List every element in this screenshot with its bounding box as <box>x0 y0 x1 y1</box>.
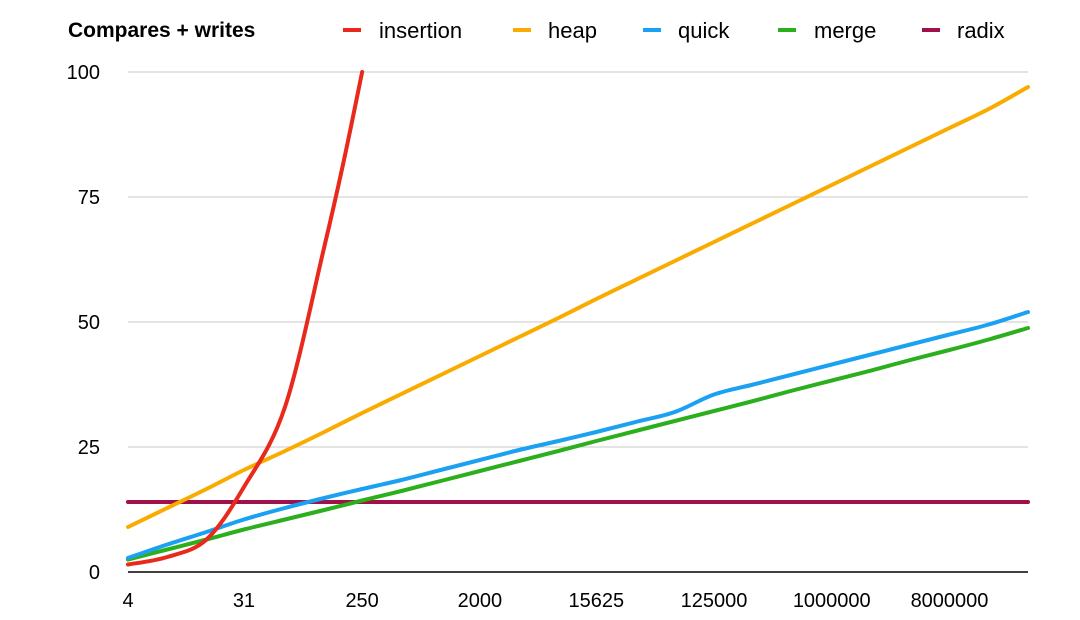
x-tick-label: 1000000 <box>793 590 871 612</box>
x-tick-label: 125000 <box>681 590 748 612</box>
series-line-insertion <box>126 70 365 567</box>
y-tick-label: 100 <box>67 62 100 84</box>
series-line-heap <box>126 85 1030 529</box>
series-lines <box>126 70 1030 567</box>
y-tick-label: 25 <box>78 437 100 459</box>
chart-title: Compares + writes <box>68 19 255 42</box>
axes: 0 25 50 75 100 4 31 250 2000 15625 125000 1000000 80… <box>67 62 1028 612</box>
legend-label-radix: radix <box>957 18 1005 43</box>
x-tick-label: 8000000 <box>911 590 989 612</box>
y-tick-label: 0 <box>89 562 100 584</box>
legend-label-insertion: insertion <box>379 18 462 43</box>
legend-label-heap: heap <box>548 18 597 43</box>
x-tick-label: 250 <box>345 590 378 612</box>
y-tick-label: 50 <box>78 312 100 334</box>
legend-label-merge: merge <box>814 18 876 43</box>
x-tick-label: 4 <box>122 590 133 612</box>
x-tick-label: 15625 <box>568 590 624 612</box>
legend-label-quick: quick <box>678 18 730 43</box>
x-tick-label: 31 <box>233 590 255 612</box>
series-line-quick <box>126 310 1030 560</box>
y-tick-label: 75 <box>78 187 100 209</box>
x-tick-label: 2000 <box>458 590 503 612</box>
gridlines <box>128 71 1028 448</box>
series-line-merge <box>126 326 1030 562</box>
legend: Compares + writes insertion heap quick merg… <box>68 18 1005 43</box>
